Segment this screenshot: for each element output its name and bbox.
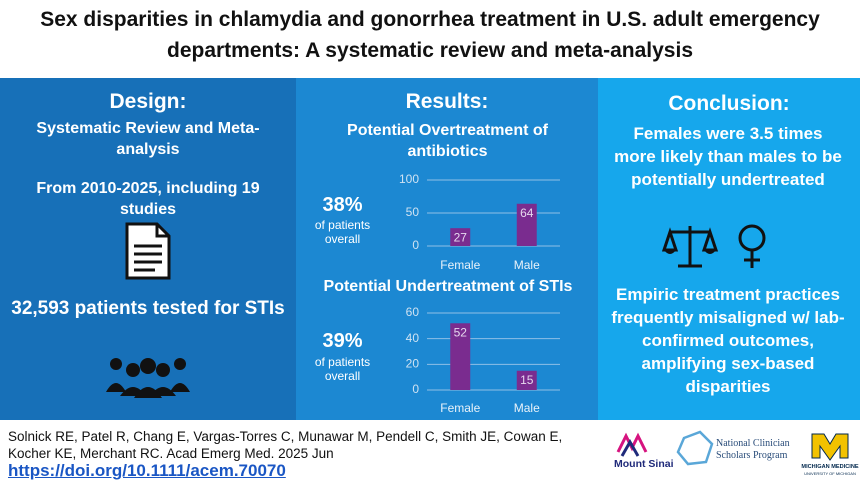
y-tick-label: 100 [399, 172, 419, 186]
design-heading: Design: [109, 90, 187, 113]
y-tick-label: 60 [406, 305, 420, 319]
ncsp-logo [676, 430, 714, 466]
logo-text: Mount Sinai [614, 458, 674, 470]
x-tick-label: Female [440, 258, 480, 272]
bar [516, 203, 537, 246]
scales-female-icon [662, 224, 766, 268]
results-heading: Results: [405, 90, 489, 113]
bar [516, 370, 537, 390]
undertreatment-percent: 39% [322, 330, 363, 352]
x-tick-label: Male [514, 258, 540, 272]
document-icon [125, 222, 171, 280]
x-tick-label: Male [514, 401, 540, 415]
bar [450, 323, 471, 390]
y-tick-label: 0 [412, 238, 419, 252]
chart-title: Potential Overtreatment of antibiotics [347, 122, 548, 160]
conclusion-implication: Empiric treatment practices frequently m… [611, 285, 845, 396]
doi-link[interactable]: https://doi.org/10.1111/acem.70070 [8, 461, 286, 480]
data-label: 15 [520, 373, 534, 387]
logo-text: UNIVERSITY OF MICHIGAN [804, 471, 856, 476]
logo-text: National Clinician Scholars Program [716, 438, 790, 461]
y-tick-label: 0 [412, 382, 419, 396]
bar-chart: 0 50 100 Female 27 Male 64 [399, 172, 560, 272]
y-tick-label: 50 [406, 205, 420, 219]
data-label: 64 [520, 206, 534, 220]
data-label: 52 [454, 325, 468, 339]
logo-text: MICHIGAN MEDICINE [801, 464, 858, 470]
michigan-logo [811, 433, 849, 461]
design-method: Systematic Review and Meta-analysis [36, 120, 260, 158]
bar [450, 228, 471, 246]
chart-title: Potential Undertreatment of STIs [323, 278, 573, 295]
conclusion-finding: Females were 3.5 times more likely than … [614, 124, 842, 189]
results-panel [296, 78, 598, 420]
conclusion-heading: Conclusion: [668, 92, 790, 115]
overtreatment-percent: 38% [322, 194, 363, 216]
y-tick-label: 20 [406, 357, 420, 371]
data-label: 27 [454, 230, 468, 244]
people-icon [106, 358, 190, 398]
mount-sinai-logo [616, 432, 648, 457]
logos: Mount Sinai National Clinician Scholars … [614, 430, 859, 476]
y-tick-label: 40 [406, 331, 420, 345]
design-patients: 32,593 patients tested for STIs [11, 298, 285, 319]
x-tick-label: Female [440, 401, 480, 415]
bar-chart: 0 20 40 60 Female 52 Male 15 [406, 305, 560, 415]
title: Sex disparities in chlamydia and gonorrh… [40, 8, 820, 62]
citation: Solnick RE, Patel R, Chang E, Vargas-Tor… [8, 429, 563, 461]
design-period: From 2010-2025, including 19 studies [36, 180, 260, 218]
conclusion-panel [598, 78, 860, 420]
overtreatment-note: of patients overall [314, 218, 371, 246]
undertreatment-note: of patients overall [314, 355, 371, 383]
